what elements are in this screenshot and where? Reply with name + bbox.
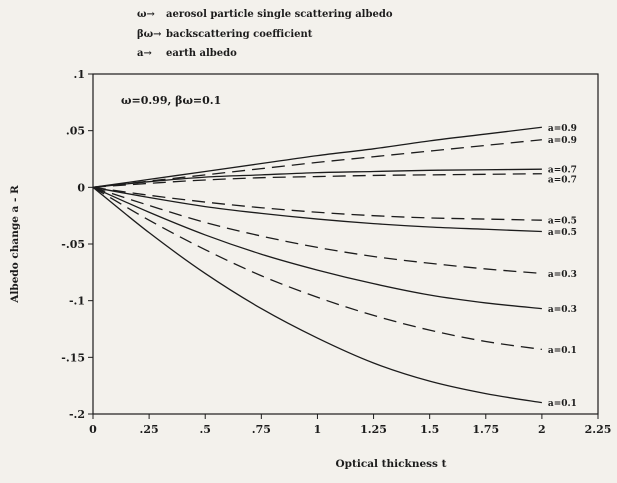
x-tick-label: 2	[538, 423, 546, 436]
series-label: a=0.1	[548, 346, 577, 356]
series-line-a-0-1-dashed	[92, 186, 542, 351]
x-tick-label: 0	[89, 423, 97, 436]
legend: ω→ aerosol particle single scattering al…	[137, 9, 393, 59]
x-tick-label: 2.25	[585, 423, 612, 436]
legend-text-omega: aerosol particle single scattering albed…	[166, 9, 393, 20]
legend-symbol-beta: βω→	[137, 29, 162, 40]
y-tick-label: -.15	[61, 351, 85, 364]
y-tick-label: -.2	[69, 408, 85, 421]
series-label: a=0.3	[548, 305, 577, 315]
series-line-a-0-9-solid	[92, 126, 542, 188]
series-line-a-0-5-solid	[92, 186, 542, 233]
x-tick-label: 1	[314, 423, 322, 436]
y-tick-label: .05	[66, 125, 85, 138]
legend-symbol-a: a→	[137, 48, 152, 59]
series-label: a=0.7	[548, 176, 577, 186]
x-axis-title: Optical thickness t	[336, 458, 447, 470]
y-tick-label: 0	[77, 181, 85, 194]
series-line-a-0-7-dashed	[92, 173, 542, 188]
series-labels: a=0.9 a=0.9 a=0.7a=0.7 a=0.5a=0.5 a=0.3 a=0.3…	[548, 124, 577, 409]
plot-frame	[92, 73, 599, 415]
x-tick-label: .25	[140, 423, 159, 436]
series-line-a-0-9-dashed	[92, 139, 542, 188]
series-line-a-0-3-solid	[92, 186, 542, 310]
series-line-a-0-1-solid	[92, 186, 542, 404]
series-line-a-0-3-dashed	[92, 186, 542, 275]
parameter-annotation: ω=0.99, βω=0.1	[121, 94, 221, 107]
series-line-a-0-7-solid	[92, 168, 542, 188]
x-tick-label: 1.25	[360, 423, 387, 436]
x-tick-label: .5	[199, 423, 210, 436]
series-label: a=0.1	[548, 399, 577, 409]
y-tick-label: -.05	[61, 238, 85, 251]
series-label: a=0.7	[548, 166, 577, 176]
series-label: a=0.5	[548, 228, 577, 238]
series-label: a=0.5	[548, 217, 577, 227]
legend-text-beta: backscattering coefficient	[166, 29, 313, 40]
y-tick-label: -.1	[69, 295, 85, 308]
legend-text-a: earth albedo	[166, 48, 237, 59]
series-lines	[92, 126, 542, 404]
series-label: a=0.3	[548, 270, 577, 280]
legend-symbol-omega: ω→	[137, 9, 156, 20]
x-tick-label: .75	[252, 423, 271, 436]
series-label: a=0.9	[548, 124, 577, 134]
series-label: a=0.9	[548, 136, 577, 146]
axis-ticks: 0 .25 .5 .75 1 1.25 1.5 1.75 2 2.25 .1 .05 0 -.05 -.1 -…	[61, 68, 611, 436]
x-tick-label: 1.5	[420, 423, 439, 436]
series-line-a-0-5-dashed	[92, 186, 542, 221]
y-axis-title: Albedo change a - R	[9, 185, 21, 304]
y-tick-label: .1	[74, 68, 85, 81]
x-tick-label: 1.75	[472, 423, 499, 436]
